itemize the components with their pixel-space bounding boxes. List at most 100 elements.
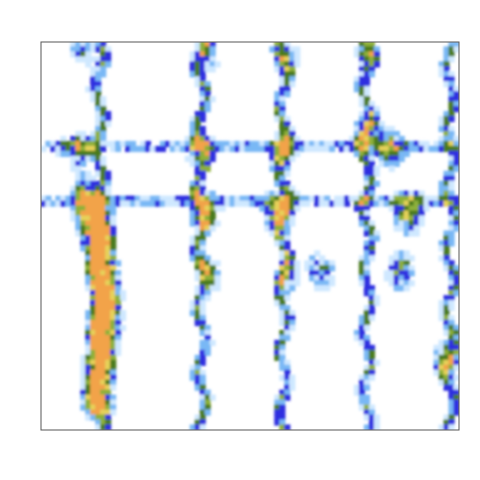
heatmap-cell bbox=[110, 329, 117, 337]
heatmap-cell bbox=[105, 300, 112, 307]
heatmap-cell bbox=[304, 260, 311, 267]
heatmap-cell bbox=[80, 389, 87, 396]
heatmap-cell bbox=[453, 195, 459, 202]
heatmap-cell bbox=[438, 61, 445, 68]
heatmap-cell bbox=[289, 250, 296, 257]
heatmap-cell bbox=[95, 290, 102, 297]
heatmap-cell bbox=[199, 314, 206, 322]
heatmap-cell bbox=[209, 140, 216, 148]
heatmap-cell bbox=[443, 81, 450, 88]
heatmap-cell bbox=[279, 175, 286, 182]
heatmap-cell bbox=[90, 349, 97, 356]
heatmap-cell bbox=[229, 200, 236, 207]
heatmap-cell bbox=[204, 165, 211, 172]
heatmap-cell bbox=[388, 265, 395, 272]
heatmap-cell bbox=[393, 140, 400, 148]
heatmap-cell bbox=[199, 175, 206, 182]
heatmap-cell bbox=[264, 195, 271, 202]
heatmap-cell bbox=[144, 195, 152, 202]
heatmap-cell bbox=[199, 135, 206, 143]
heatmap-cell bbox=[284, 210, 291, 217]
heatmap-cell bbox=[204, 205, 211, 212]
heatmap-cell bbox=[80, 46, 87, 53]
heatmap-cell bbox=[388, 275, 395, 282]
heatmap-cell bbox=[65, 200, 72, 207]
heatmap-cell bbox=[443, 310, 450, 317]
heatmap-cell bbox=[363, 51, 371, 58]
heatmap-cell bbox=[363, 101, 371, 108]
heatmap-cell bbox=[90, 409, 97, 416]
heatmap-cell bbox=[284, 185, 291, 192]
heatmap-cell bbox=[433, 195, 440, 202]
heatmap-cell bbox=[358, 329, 366, 337]
heatmap-cell bbox=[299, 145, 306, 153]
heatmap-cell bbox=[289, 260, 296, 267]
heatmap-cell bbox=[274, 180, 281, 187]
heatmap-cell bbox=[95, 145, 102, 153]
heatmap-cell bbox=[269, 220, 276, 227]
heatmap-cell bbox=[363, 334, 371, 342]
heatmap-cell bbox=[80, 145, 87, 153]
heatmap-cell bbox=[60, 140, 67, 148]
heatmap-cell bbox=[194, 51, 201, 58]
heatmap-cell bbox=[194, 170, 201, 177]
heatmap-cell bbox=[95, 285, 102, 292]
heatmap-cell bbox=[219, 195, 226, 202]
heatmap-cell bbox=[438, 240, 445, 247]
heatmap-cell bbox=[85, 46, 92, 53]
heatmap-cell bbox=[90, 225, 97, 232]
heatmap-cell bbox=[279, 349, 286, 356]
heatmap-cell bbox=[269, 215, 276, 222]
heatmap-cell bbox=[403, 230, 410, 237]
heatmap-cell bbox=[289, 255, 296, 262]
heatmap-cell bbox=[110, 399, 117, 406]
heatmap-cell bbox=[329, 275, 336, 282]
heatmap-cell bbox=[274, 175, 281, 182]
heatmap-cell bbox=[408, 145, 415, 153]
heatmap-cell bbox=[438, 310, 445, 317]
heatmap-cell bbox=[453, 42, 459, 48]
heatmap-cell bbox=[284, 374, 291, 381]
heatmap-cell bbox=[199, 125, 206, 133]
heatmap-cell bbox=[284, 200, 291, 207]
heatmap-cell bbox=[363, 91, 371, 98]
heatmap-cell bbox=[85, 145, 92, 153]
heatmap-cell bbox=[294, 280, 301, 287]
heatmap-cell bbox=[448, 409, 455, 416]
heatmap-cell bbox=[95, 101, 102, 108]
heatmap-cell bbox=[85, 364, 92, 371]
heatmap-cell bbox=[199, 230, 206, 237]
heatmap-cell bbox=[95, 106, 102, 113]
heatmap-cell bbox=[199, 235, 206, 242]
heatmap-cell bbox=[100, 384, 107, 391]
heatmap-cell bbox=[393, 195, 400, 202]
heatmap-cell bbox=[95, 409, 102, 416]
heatmap-cell bbox=[388, 140, 395, 148]
heatmap-cell bbox=[105, 116, 112, 123]
heatmap-cell bbox=[189, 255, 196, 262]
heatmap-cell bbox=[95, 155, 102, 162]
heatmap-cell bbox=[95, 270, 102, 277]
heatmap-cell bbox=[129, 140, 137, 148]
heatmap-cell bbox=[423, 145, 430, 153]
heatmap-cell bbox=[443, 170, 450, 177]
heatmap-cell bbox=[100, 135, 107, 143]
heatmap-cell bbox=[110, 200, 117, 207]
heatmap-cell bbox=[368, 240, 376, 247]
heatmap-cell bbox=[194, 364, 201, 371]
heatmap-cell bbox=[90, 399, 97, 406]
heatmap-cell bbox=[398, 260, 405, 267]
heatmap-cell bbox=[353, 120, 361, 128]
heatmap-cell bbox=[284, 280, 291, 287]
heatmap-cell bbox=[80, 354, 87, 361]
heatmap-cell bbox=[194, 240, 201, 247]
heatmap-cell bbox=[284, 230, 291, 237]
heatmap-cell bbox=[289, 46, 296, 53]
heatmap-cell bbox=[125, 200, 132, 207]
heatmap-cell bbox=[100, 255, 107, 262]
heatmap-cell bbox=[115, 295, 122, 302]
heatmap-cell bbox=[284, 86, 291, 93]
heatmap-cell bbox=[368, 46, 376, 53]
heatmap-cell bbox=[274, 230, 281, 237]
heatmap-cell bbox=[105, 245, 112, 252]
